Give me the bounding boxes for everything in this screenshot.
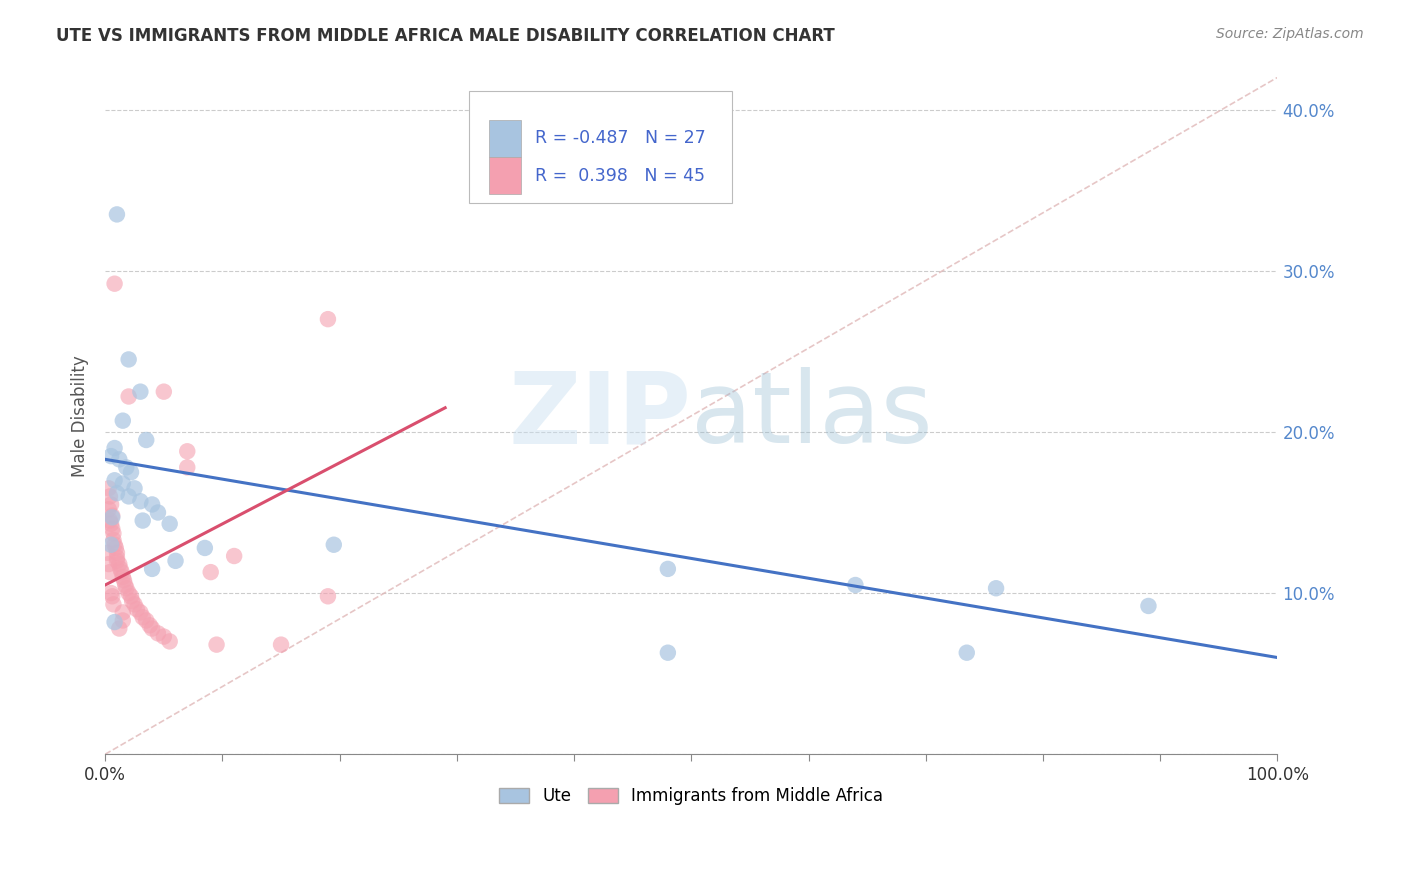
- Point: [111, 565, 134, 579]
- Point: [316, 589, 339, 603]
- Point: [146, 626, 169, 640]
- Text: R = -0.487   N = 27: R = -0.487 N = 27: [536, 129, 706, 147]
- Point: [100, 586, 122, 600]
- Point: [139, 618, 162, 632]
- Point: [176, 444, 198, 458]
- Point: [100, 538, 122, 552]
- Point: [97, 481, 120, 495]
- Point: [111, 570, 134, 584]
- Point: [103, 533, 125, 547]
- Point: [105, 207, 128, 221]
- Point: [105, 486, 128, 500]
- Point: [129, 494, 152, 508]
- Point: [98, 489, 121, 503]
- Y-axis label: Male Disability: Male Disability: [72, 355, 89, 476]
- Point: [114, 578, 136, 592]
- Point: [125, 602, 148, 616]
- Point: [101, 522, 124, 536]
- Point: [108, 557, 131, 571]
- Point: [100, 498, 122, 512]
- Point: [104, 473, 127, 487]
- Point: [100, 449, 122, 463]
- Point: [135, 433, 157, 447]
- Point: [135, 614, 157, 628]
- Point: [111, 414, 134, 428]
- Point: [104, 541, 127, 555]
- Text: Source: ZipAtlas.com: Source: ZipAtlas.com: [1216, 27, 1364, 41]
- Point: [165, 554, 187, 568]
- Point: [101, 510, 124, 524]
- FancyBboxPatch shape: [488, 120, 522, 157]
- Point: [657, 562, 679, 576]
- Point: [104, 441, 127, 455]
- Point: [322, 538, 344, 552]
- Point: [115, 460, 138, 475]
- Point: [200, 565, 222, 579]
- Point: [104, 277, 127, 291]
- Point: [132, 610, 155, 624]
- Point: [111, 614, 134, 628]
- Point: [104, 538, 127, 552]
- Point: [176, 460, 198, 475]
- Point: [97, 502, 120, 516]
- Point: [153, 384, 176, 399]
- Point: [132, 514, 155, 528]
- Point: [118, 586, 141, 600]
- Legend: Ute, Immigrants from Middle Africa: Ute, Immigrants from Middle Africa: [491, 779, 891, 814]
- Text: UTE VS IMMIGRANTS FROM MIDDLE AFRICA MALE DISABILITY CORRELATION CHART: UTE VS IMMIGRANTS FROM MIDDLE AFRICA MAL…: [56, 27, 835, 45]
- Point: [844, 578, 866, 592]
- Point: [108, 622, 131, 636]
- Point: [111, 476, 134, 491]
- Point: [101, 508, 124, 523]
- Point: [124, 598, 146, 612]
- Point: [316, 312, 339, 326]
- Point: [118, 489, 141, 503]
- Point: [97, 557, 120, 571]
- Text: atlas: atlas: [692, 368, 934, 465]
- Point: [141, 498, 163, 512]
- Point: [129, 606, 152, 620]
- Point: [121, 594, 143, 608]
- Point: [115, 581, 138, 595]
- Point: [141, 562, 163, 576]
- Point: [112, 573, 135, 587]
- Point: [956, 646, 979, 660]
- Point: [129, 384, 152, 399]
- Point: [657, 646, 679, 660]
- Point: [111, 606, 134, 620]
- Text: ZIP: ZIP: [509, 368, 692, 465]
- Text: R =  0.398   N = 45: R = 0.398 N = 45: [536, 167, 706, 185]
- Point: [194, 541, 217, 555]
- Point: [100, 516, 122, 531]
- Point: [110, 562, 132, 576]
- Point: [120, 465, 142, 479]
- Point: [96, 546, 118, 560]
- Point: [146, 506, 169, 520]
- FancyBboxPatch shape: [488, 157, 522, 194]
- Point: [159, 634, 181, 648]
- Point: [1137, 599, 1160, 613]
- Point: [159, 516, 181, 531]
- Point: [120, 589, 142, 603]
- Point: [105, 550, 128, 565]
- Point: [984, 581, 1007, 595]
- Point: [98, 565, 121, 579]
- Point: [105, 554, 128, 568]
- Point: [205, 638, 228, 652]
- Point: [270, 638, 292, 652]
- Point: [118, 352, 141, 367]
- Point: [108, 452, 131, 467]
- FancyBboxPatch shape: [468, 91, 733, 202]
- Point: [104, 615, 127, 629]
- Point: [124, 481, 146, 495]
- Point: [153, 630, 176, 644]
- Point: [118, 389, 141, 403]
- Point: [224, 549, 246, 563]
- Point: [101, 589, 124, 603]
- Point: [98, 514, 121, 528]
- Point: [103, 526, 125, 541]
- Point: [103, 598, 125, 612]
- Point: [105, 546, 128, 560]
- Point: [141, 622, 163, 636]
